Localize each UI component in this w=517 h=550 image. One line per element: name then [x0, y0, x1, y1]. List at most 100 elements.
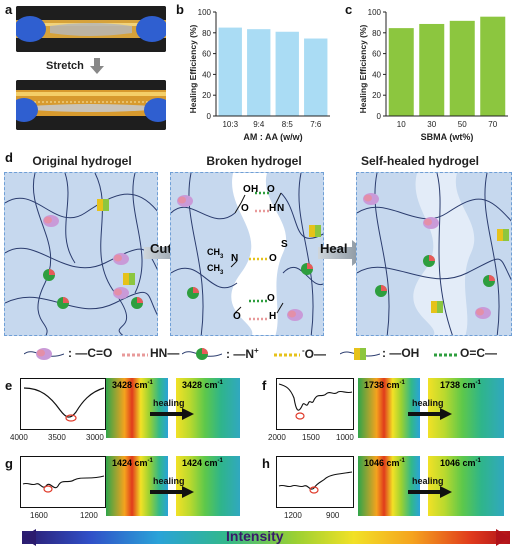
heatmap-f-after — [428, 378, 504, 438]
e-axis-tick-1: 4000 — [10, 433, 28, 442]
h-axis-tick-2: 900 — [326, 511, 340, 520]
chart-b-healing-vs-am-aa: 0 20 40 60 80 100 10:3 9:4 8:5 7:6 AM : AA (w/w) — [198, 8, 330, 142]
chart-c-xtick-label-0: 10 — [397, 120, 406, 129]
heatmap-e-after — [176, 378, 240, 438]
original-hydrogel-network — [4, 172, 158, 336]
e-axis-tick-2: 3500 — [48, 433, 66, 442]
colorbar-right-arrow-icon — [496, 529, 510, 546]
polymer-network-original — [5, 173, 157, 335]
heal-arrow-icon — [318, 240, 368, 271]
photo-stretched-strip — [16, 80, 166, 130]
chart-b-ylabel-wrap: Healing Efficiency (%) — [182, 16, 198, 126]
hydroxyl-pair-icon — [340, 348, 380, 360]
carbonyl-pair-1 — [43, 215, 59, 227]
chart-b-bar-1 — [247, 29, 271, 116]
o-minus-atom: O — [269, 253, 277, 264]
title-original-hydrogel: Original hydrogel — [32, 154, 132, 168]
chart-c-ylabel-wrap: Healing Efficiency (%) — [352, 16, 368, 126]
chart-b-ytick-label-5: 100 — [198, 8, 212, 17]
e-wavenumber-before: 3428 cm-1 — [112, 380, 153, 390]
panel-label-f: f — [262, 378, 267, 393]
o-atom-5: O — [233, 311, 241, 322]
chart-b-ytick-label-1: 20 — [202, 91, 211, 100]
chart-b-xtick-label-2: 8:5 — [282, 120, 294, 129]
colorbar-left-arrow-icon — [22, 529, 36, 546]
legend-item2-left: : —N+ — [226, 346, 259, 361]
chart-c-bar-3 — [480, 16, 506, 116]
chart-b-bar-2 — [275, 31, 299, 116]
n-atom-1: N — [277, 203, 285, 214]
chart-c-ytick-label-2: 40 — [372, 70, 381, 79]
chart-c-bar-2 — [449, 20, 475, 117]
f-axis-tick-2: 1500 — [302, 433, 320, 442]
panel-label-g: g — [5, 456, 13, 471]
panel-label-c: c — [345, 2, 353, 17]
chart-c-ytick-label-1: 20 — [372, 91, 381, 100]
legend-item2-right: -O— — [302, 346, 327, 361]
title-broken-hydrogel: Broken hydrogel — [206, 154, 302, 168]
polymer-network-healed — [357, 173, 511, 335]
o-atom-4: O — [267, 293, 275, 304]
legend-item3-right: O=C— — [460, 346, 498, 360]
chart-c-xtick-label-2: 50 — [458, 120, 467, 129]
yellow-ionic-icon — [274, 353, 300, 357]
legend-item3-left: : —OH — [382, 346, 420, 360]
e-healing-label: healing — [153, 398, 185, 408]
chart-c-ytick-label-3: 60 — [372, 50, 381, 59]
chart-b-ytick-label-3: 60 — [202, 50, 211, 59]
legend-item1-right: HN— — [150, 346, 180, 360]
cut-label: Cut — [150, 241, 172, 256]
e-healing-arrow-icon — [150, 408, 194, 420]
h-healing-arrow-icon — [408, 486, 452, 498]
panel-label-d: d — [5, 150, 13, 165]
chart-b-ytick-label-2: 40 — [202, 70, 211, 79]
h-atom-3: H — [269, 311, 277, 322]
h-wavenumber-after: 1046 cm-1 — [440, 458, 481, 468]
f-wavenumber-after: 1738 cm-1 — [440, 380, 481, 390]
chart-b-xtick-label-0: 10:3 — [222, 120, 238, 129]
f-axis-tick-3: 1000 — [336, 433, 354, 442]
ch3-top-group: CH3 — [207, 247, 224, 260]
h-atom-1: H — [251, 184, 259, 195]
ftir-spectrum-f — [276, 378, 354, 430]
o-atom-1: O — [243, 184, 251, 195]
h-axis-tick-1: 1200 — [284, 511, 302, 520]
stretch-label: Stretch — [46, 60, 84, 72]
heatmap-h-after — [428, 456, 504, 516]
heatmap-g-after — [176, 456, 240, 516]
s-atom: S — [281, 239, 288, 250]
chart-b-xtick-label-1: 9:4 — [253, 120, 265, 129]
pink-hbond-icon — [122, 353, 148, 357]
e-wavenumber-after: 3428 cm-1 — [182, 380, 223, 390]
f-healing-label: healing — [412, 398, 444, 408]
h-healing-label: healing — [412, 476, 444, 486]
g-healing-arrow-icon — [150, 486, 194, 498]
heatmap-e-before — [106, 378, 168, 438]
f-axis-tick-1: 2000 — [268, 433, 286, 442]
chart-b-ytick-label-0: 0 — [207, 112, 212, 121]
intensity-colorbar — [22, 531, 510, 544]
ch3-bottom-group: CH3 — [207, 263, 224, 276]
chart-c-xlabel: SBMA (wt%) — [421, 132, 474, 142]
chart-c-bar-1 — [419, 23, 445, 116]
ftir-spectrum-g — [20, 456, 106, 508]
photo-original-strip — [16, 6, 166, 52]
e-axis-tick-3: 3000 — [86, 433, 104, 442]
g-healing-label: healing — [153, 476, 185, 486]
chart-b-xtick-label-3: 7:6 — [310, 120, 322, 129]
chart-b-bar-0 — [218, 27, 242, 117]
panel-label-a: a — [5, 2, 13, 17]
chart-b-bar-3 — [304, 38, 328, 116]
chart-b-ytick-label-4: 80 — [202, 29, 211, 38]
panel-label-e: e — [5, 378, 13, 393]
o-atom-3: O — [241, 203, 249, 214]
arrow-down-icon — [90, 58, 104, 79]
chart-c-ytick-label-4: 80 — [372, 29, 381, 38]
panel-label-b: b — [176, 2, 184, 17]
broken-hydrogel-network: O H O O H N S O CH3 N CH3 O O H — [170, 172, 324, 336]
intensity-label: Intensity — [226, 528, 284, 544]
h-atom-2: H — [269, 203, 277, 214]
g-wavenumber-after: 1424 cm-1 — [182, 458, 223, 468]
ftir-spectrum-h — [276, 456, 354, 508]
zwitterion-pair-icon — [182, 348, 222, 360]
